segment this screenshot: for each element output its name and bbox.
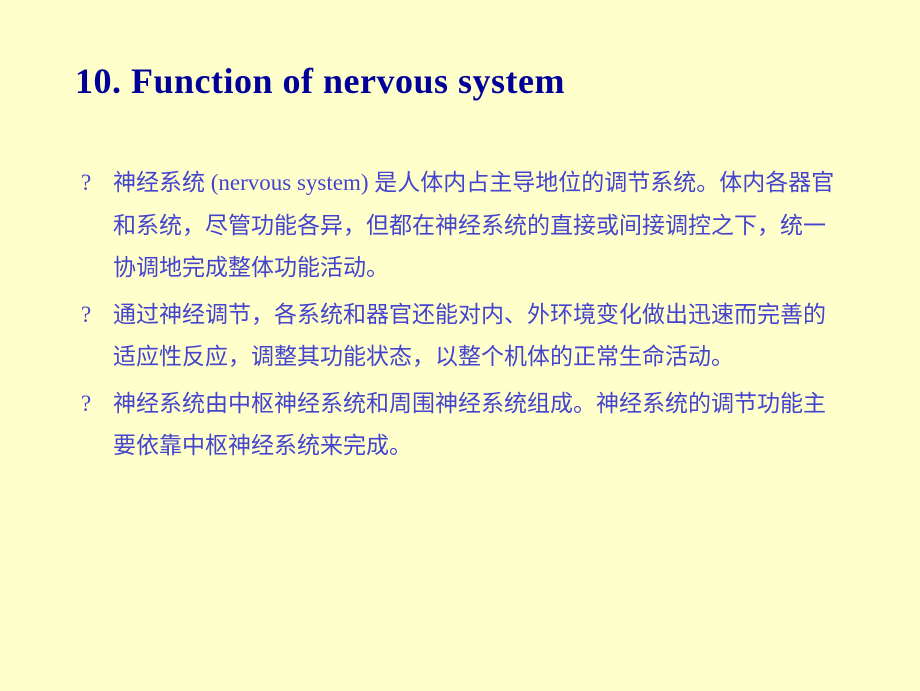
list-item: 通过神经调节，各系统和器官还能对内、外环境变化做出迅速而完善的适应性反应，调整其… — [75, 294, 845, 379]
slide-title: 10. Function of nervous system — [75, 60, 845, 102]
list-item: 神经系统 (nervous system) 是人体内占主导地位的调节系统。体内各… — [75, 162, 845, 290]
bullet-list: 神经系统 (nervous system) 是人体内占主导地位的调节系统。体内各… — [75, 162, 845, 468]
list-item: 神经系统由中枢神经系统和周围神经系统组成。神经系统的调节功能主要依靠中枢神经系统… — [75, 383, 845, 468]
